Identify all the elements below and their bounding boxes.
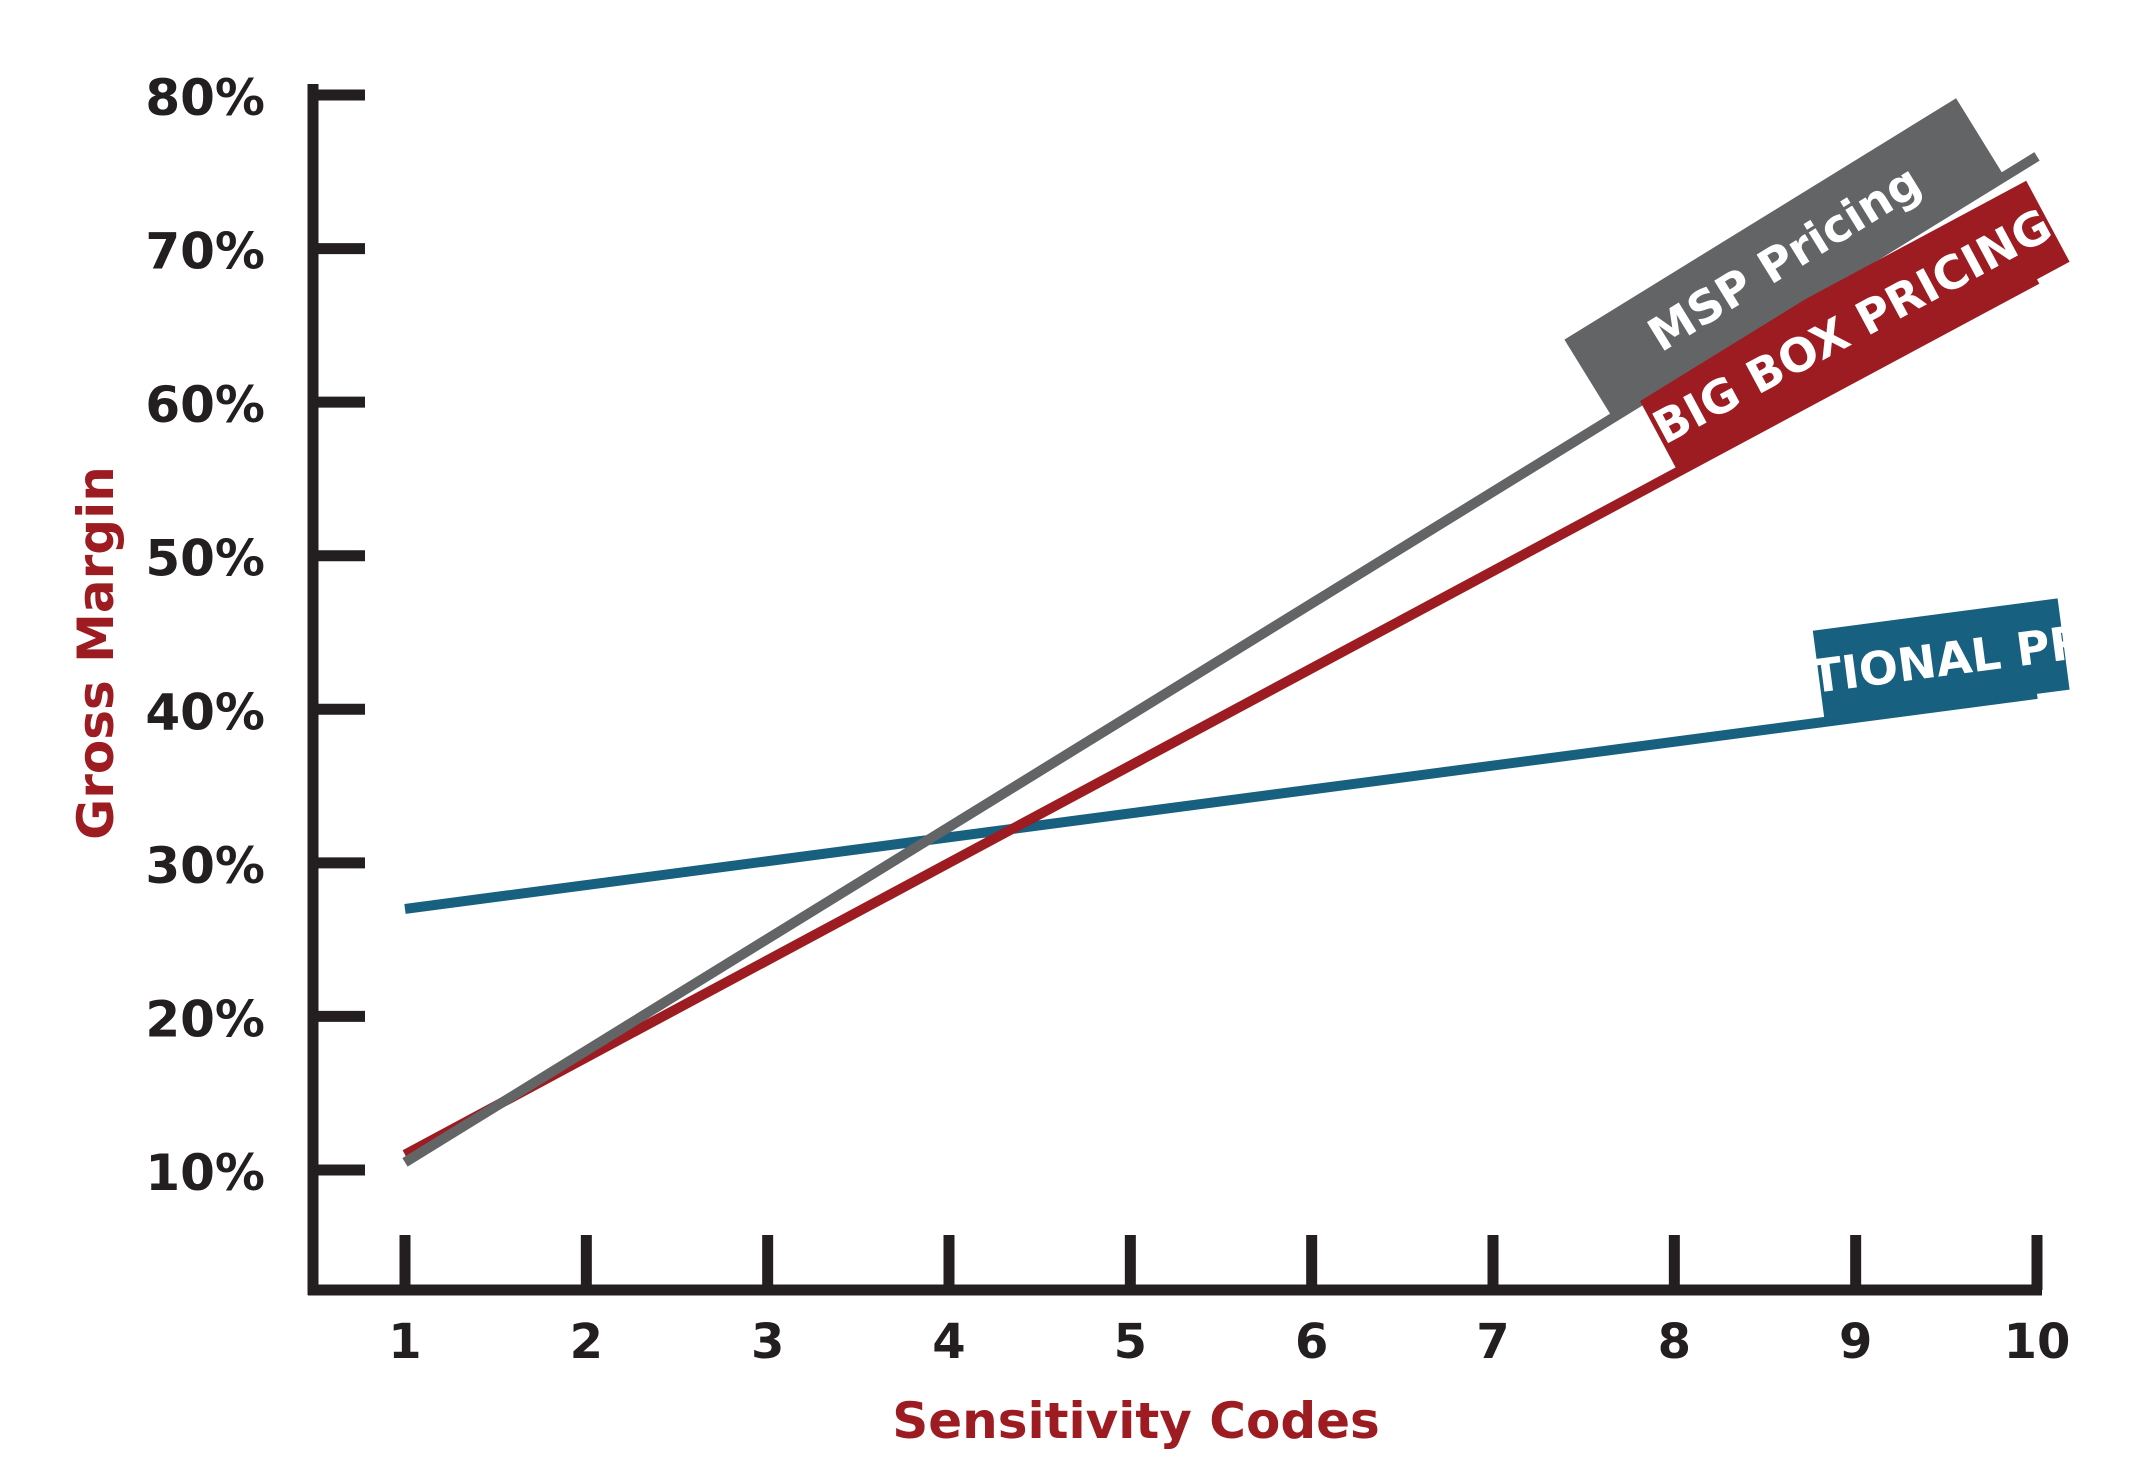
y-tick-label: 40%: [145, 683, 265, 741]
x-tick-label: 10: [2004, 1314, 2071, 1370]
x-axis-title: Sensitivity Codes: [892, 1392, 1380, 1450]
x-tick-label: 6: [1295, 1314, 1328, 1370]
x-tick-label: 7: [1476, 1314, 1509, 1370]
series-label-band: [1812, 598, 2070, 722]
series-label-band: [1634, 180, 2070, 472]
x-tick-label: 3: [751, 1314, 784, 1370]
y-axis-title: Gross Margin: [67, 466, 125, 840]
y-tick-label: 70%: [145, 223, 265, 281]
series-label-band: [1564, 98, 2005, 418]
x-tick-label: 4: [932, 1314, 965, 1370]
y-tick-label: 50%: [145, 530, 265, 588]
x-tick-label: 1: [388, 1314, 421, 1370]
y-tick-label: 20%: [145, 990, 265, 1048]
x-tick-label: 9: [1839, 1314, 1872, 1370]
x-tick-label: 8: [1658, 1314, 1691, 1370]
y-tick-label: 30%: [145, 837, 265, 895]
y-tick-label: 10%: [145, 1144, 265, 1202]
y-tick-label: 60%: [145, 376, 265, 434]
x-tick-label: 2: [570, 1314, 603, 1370]
y-ticks: 10% 20% 30% 40% 50% 60% 70% 80%: [145, 69, 365, 1202]
axes: [307, 84, 2042, 1296]
x-ticks: 1 2 3 4 5 6 7 8 9 10: [388, 1235, 2070, 1370]
series-line: [404, 688, 2038, 914]
x-tick-label: 5: [1114, 1314, 1147, 1370]
y-tick-label: 80%: [145, 69, 265, 127]
